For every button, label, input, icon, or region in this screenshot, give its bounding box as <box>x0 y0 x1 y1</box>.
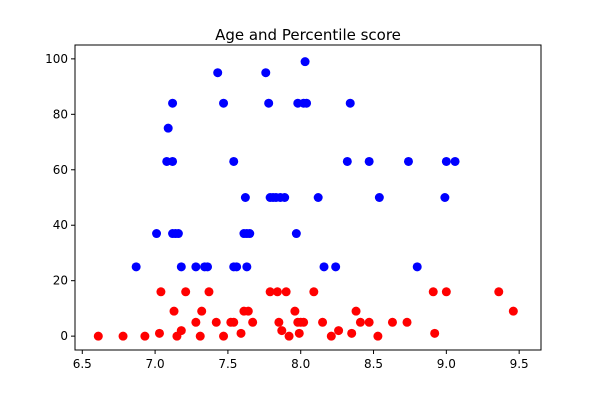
red-data-point <box>309 287 319 297</box>
red-data-point <box>248 317 258 327</box>
red-data-point <box>430 328 440 338</box>
red-data-point <box>326 331 336 341</box>
axes-frame <box>74 44 542 351</box>
red-data-point <box>169 306 179 316</box>
blue-data-point <box>261 68 271 78</box>
red-data-point <box>402 317 412 327</box>
y-tick-label: 100 <box>45 52 68 66</box>
red-data-point <box>290 306 300 316</box>
blue-data-point <box>163 123 173 133</box>
blue-data-point <box>441 156 451 166</box>
y-axis: 0 20 40 60 80 100 <box>45 52 75 343</box>
red-data-point <box>219 331 229 341</box>
red-data-point <box>284 331 294 341</box>
blue-data-point <box>232 262 242 272</box>
blue-data-point <box>450 156 460 166</box>
red-data-point <box>197 306 207 316</box>
x-tick-label: 7.0 <box>146 357 165 371</box>
red-data-point <box>274 317 284 327</box>
blue-data-point <box>412 262 422 272</box>
red-data-point <box>272 287 282 297</box>
blue-data-point <box>191 262 201 272</box>
red-data-point <box>243 306 253 316</box>
red-data-point <box>176 326 186 336</box>
blue-data-point <box>173 229 183 239</box>
red-data-point <box>299 317 309 327</box>
blue-data-point <box>364 156 374 166</box>
red-data-point <box>236 328 246 338</box>
red-data-point <box>364 317 374 327</box>
x-tick-label: 7.5 <box>218 357 237 371</box>
plot-area: 6.5 7.0 7.5 8.0 8.5 9.0 9.5 0 20 40 60 80 100 <box>45 44 542 371</box>
blue-data-point <box>219 98 229 108</box>
red-data-point <box>140 331 150 341</box>
blue-data-point <box>264 98 274 108</box>
blue-data-point <box>176 262 186 272</box>
y-tick-label: 0 <box>60 329 68 343</box>
blue-data-point <box>440 193 450 202</box>
red-data-point <box>229 317 239 327</box>
red-data-point <box>347 328 357 338</box>
x-tick-label: 8.0 <box>291 357 310 371</box>
red-data-point <box>334 326 344 336</box>
x-tick-label: 6.5 <box>73 357 92 371</box>
blue-data-point <box>152 229 162 239</box>
data-points <box>93 57 518 341</box>
red-data-point <box>355 317 365 327</box>
blue-data-point <box>245 229 255 239</box>
blue-data-point <box>302 98 312 108</box>
blue-data-point <box>342 156 352 166</box>
red-data-point <box>156 287 166 297</box>
red-data-point <box>204 287 214 297</box>
red-data-point <box>428 287 438 297</box>
red-data-point <box>351 306 361 316</box>
blue-data-point <box>280 193 290 202</box>
blue-data-point <box>403 156 413 166</box>
red-data-point <box>373 331 383 341</box>
blue-data-point <box>313 193 323 202</box>
red-data-point <box>93 331 103 341</box>
blue-data-point <box>345 98 355 108</box>
y-tick-label: 20 <box>53 274 68 288</box>
red-data-point <box>191 317 201 327</box>
y-tick-label: 40 <box>53 218 68 232</box>
x-tick-label: 9.0 <box>437 357 456 371</box>
red-data-point <box>211 317 221 327</box>
blue-data-point <box>203 262 213 272</box>
y-tick-label: 80 <box>53 107 68 121</box>
x-tick-label: 9.5 <box>510 357 529 371</box>
red-data-point <box>494 287 504 297</box>
blue-data-point <box>242 262 252 272</box>
blue-data-point <box>374 193 384 202</box>
blue-data-point <box>213 68 223 78</box>
red-data-point <box>441 287 451 297</box>
blue-data-point <box>229 156 239 166</box>
blue-data-point <box>131 262 141 272</box>
blue-data-point <box>168 156 178 166</box>
red-data-point <box>318 317 328 327</box>
red-data-point <box>387 317 397 327</box>
blue-data-point <box>300 57 310 67</box>
red-data-point <box>154 328 164 338</box>
red-data-point <box>181 287 191 297</box>
red-data-point <box>118 331 128 341</box>
red-data-point <box>294 328 304 338</box>
red-data-point <box>265 287 275 297</box>
blue-data-point <box>168 98 178 108</box>
x-tick-label: 8.5 <box>364 357 383 371</box>
chart-title: Age and Percentile score <box>215 26 401 44</box>
red-data-point <box>508 306 518 316</box>
blue-data-point <box>291 229 301 239</box>
blue-data-point <box>331 262 341 272</box>
red-data-point <box>195 331 205 341</box>
x-axis: 6.5 7.0 7.5 8.0 8.5 9.0 9.5 <box>73 350 529 371</box>
y-tick-label: 60 <box>53 163 68 177</box>
blue-data-point <box>319 262 329 272</box>
blue-data-point <box>240 193 250 202</box>
red-data-point <box>281 287 291 297</box>
red-data-point <box>277 326 287 336</box>
